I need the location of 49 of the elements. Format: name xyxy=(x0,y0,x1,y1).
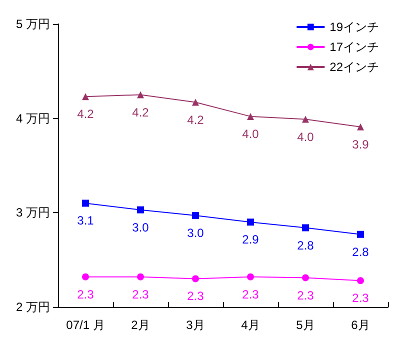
y-tick-label: 4 万円 xyxy=(16,111,50,126)
point xyxy=(82,93,89,100)
data-label: 2.3 xyxy=(77,287,94,302)
data-label: 2.3 xyxy=(187,289,204,304)
data-label: 4.0 xyxy=(242,126,260,141)
data-label: 4.0 xyxy=(297,130,314,144)
point xyxy=(357,230,364,238)
legend-label: 22インチ xyxy=(330,60,380,74)
point xyxy=(192,98,199,106)
x-tick-label: 07/1 月 xyxy=(66,318,105,332)
x-tick-label: 6月 xyxy=(351,318,370,332)
point xyxy=(82,200,89,207)
point xyxy=(302,116,309,123)
point xyxy=(247,273,254,280)
data-label: 2.3 xyxy=(352,291,370,306)
x-tick-label: 5月 xyxy=(296,318,315,332)
x-tick-label: 2月 xyxy=(131,318,150,332)
data-label: 2.8 xyxy=(352,244,370,259)
point xyxy=(137,206,144,214)
data-label: 3.1 xyxy=(77,214,94,228)
point xyxy=(302,274,309,282)
data-label: 2.3 xyxy=(297,288,314,302)
y-tick-label: 2 万円 xyxy=(16,300,50,314)
point xyxy=(137,91,144,98)
data-label: 4.2 xyxy=(77,107,94,122)
point xyxy=(247,112,254,120)
x-tick-label: 3月 xyxy=(186,318,205,332)
legend-label: 19インチ xyxy=(330,20,380,34)
data-label: 2.3 xyxy=(242,287,260,302)
y-tick-label: 5 万円 xyxy=(16,17,50,31)
point xyxy=(137,273,144,280)
legend-label: 17インチ xyxy=(330,40,380,54)
data-label: 4.2 xyxy=(132,105,150,120)
point xyxy=(357,277,364,284)
point xyxy=(302,224,309,232)
x-tick-label: 4月 xyxy=(241,318,260,332)
point xyxy=(357,123,364,130)
data-label: 4.2 xyxy=(187,112,204,127)
data-label: 2.3 xyxy=(132,287,150,302)
point xyxy=(192,212,199,219)
data-label: 3.0 xyxy=(187,226,204,240)
data-label: 3.9 xyxy=(352,137,370,152)
point xyxy=(192,275,199,282)
data-label: 2.9 xyxy=(242,232,260,247)
data-label: 3.0 xyxy=(132,220,150,234)
data-label: 2.8 xyxy=(297,238,314,252)
y-tick-label: 3 万円 xyxy=(16,206,50,220)
point xyxy=(247,218,254,226)
point xyxy=(82,273,89,280)
